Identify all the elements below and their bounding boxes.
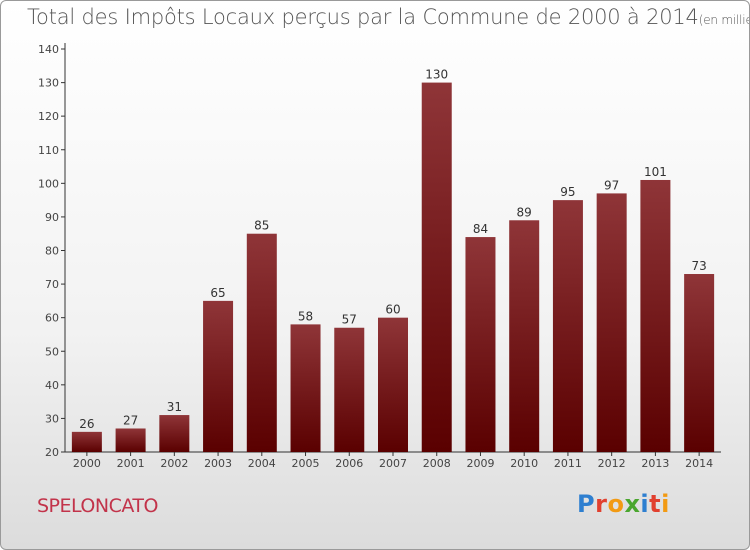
- y-tick-label: 80: [45, 245, 59, 258]
- y-tick-label: 20: [45, 446, 59, 459]
- bar: [509, 220, 540, 452]
- y-tick-label: 60: [45, 312, 59, 325]
- bar: [421, 82, 452, 452]
- x-tick-label: 2010: [510, 457, 538, 470]
- bar-value-label: 85: [254, 219, 269, 233]
- y-tick-label: 110: [38, 144, 59, 157]
- x-tick-label: 2007: [379, 457, 407, 470]
- logo-letter: t: [649, 490, 662, 518]
- x-tick-label: 2009: [466, 457, 494, 470]
- x-tick-label: 2001: [117, 457, 145, 470]
- y-tick-label: 120: [38, 110, 59, 123]
- bar: [290, 324, 321, 452]
- x-tick-label: 2004: [248, 457, 276, 470]
- x-tick-label: 2000: [73, 457, 101, 470]
- bar-value-label: 73: [691, 259, 706, 273]
- bar: [640, 179, 671, 452]
- y-tick-label: 130: [38, 77, 59, 90]
- logo-letter: r: [595, 490, 608, 518]
- x-tick-label: 2008: [423, 457, 451, 470]
- logo-letter: x: [624, 490, 641, 518]
- y-tick-label: 40: [45, 379, 59, 392]
- bar: [465, 237, 496, 452]
- chart-title: Total des Impôts Locaux perçus par la Co…: [27, 5, 749, 29]
- proxiti-logo: Proxiti: [577, 490, 670, 518]
- unit-label: (en milliers d'€): [698, 13, 749, 27]
- bar-value-label: 65: [210, 286, 225, 300]
- y-tick-label: 100: [38, 177, 59, 190]
- y-tick-label: 50: [45, 345, 59, 358]
- bar: [159, 415, 190, 452]
- logo-letter: i: [640, 490, 650, 518]
- bar-value-label: 26: [79, 417, 94, 431]
- bar-value-label: 57: [342, 313, 357, 327]
- bar-value-label: 60: [385, 303, 400, 317]
- bar-value-label: 95: [560, 185, 575, 199]
- bar: [596, 193, 627, 453]
- x-tick-label: 2013: [641, 457, 669, 470]
- y-tick-label: 140: [38, 43, 59, 56]
- logo-letter: P: [577, 490, 596, 518]
- commune-name: SPELONCATO: [37, 495, 158, 517]
- y-tick-label: 30: [45, 412, 59, 425]
- y-tick-label: 70: [45, 278, 59, 291]
- bar-value-label: 84: [473, 222, 488, 236]
- x-tick-label: 2005: [292, 457, 320, 470]
- bar-value-label: 101: [644, 165, 667, 179]
- logo-letter: i: [661, 490, 670, 518]
- bar-value-label: 31: [167, 400, 182, 414]
- bar: [71, 431, 102, 452]
- bar-value-label: 97: [604, 178, 619, 192]
- x-tick-label: 2002: [160, 457, 188, 470]
- bar: [246, 233, 277, 452]
- bar: [684, 274, 715, 452]
- bar-value-label: 27: [123, 413, 138, 427]
- x-tick-label: 2006: [335, 457, 363, 470]
- bar-value-label: 89: [517, 205, 532, 219]
- bar: [378, 317, 408, 452]
- bar: [552, 200, 583, 452]
- bar: [334, 327, 365, 452]
- x-tick-label: 2012: [598, 457, 626, 470]
- logo-letter: o: [607, 490, 625, 518]
- bar: [203, 300, 234, 452]
- y-tick-label: 90: [45, 211, 59, 224]
- bar: [115, 428, 146, 452]
- x-tick-label: 2003: [204, 457, 232, 470]
- x-tick-label: 2014: [685, 457, 713, 470]
- x-tick-label: 2011: [554, 457, 582, 470]
- bar-value-label: 58: [298, 309, 313, 323]
- bar-value-label: 130: [425, 68, 448, 82]
